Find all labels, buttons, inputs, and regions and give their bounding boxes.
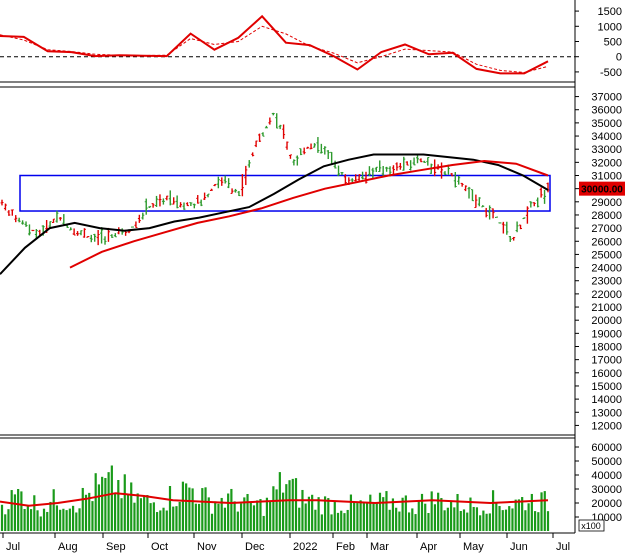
volume-tick-label: 50000 [591, 456, 622, 468]
x-tick-label: 2022 [293, 541, 317, 553]
price-panel [0, 112, 551, 275]
ma-long-line [69, 159, 549, 269]
price-tick-label: 14000 [591, 394, 622, 406]
price-tick-label: 34000 [591, 131, 622, 143]
macd-signal-line [0, 25, 549, 74]
price-tick-label: 15000 [591, 381, 622, 393]
price-tick-label: 13000 [591, 407, 622, 419]
volume-panel [0, 465, 550, 531]
price-tick-label: 22000 [591, 289, 622, 301]
price-tick-label: 29000 [591, 197, 622, 209]
x-axis: Jul Aug Sep Oct Nov Dec 2022 Feb Mar Apr May Jun Jul [2, 533, 570, 553]
macd-tick-label: 500 [604, 37, 622, 49]
price-tick-label: 17000 [591, 355, 622, 367]
price-tick-label: 12000 [591, 420, 622, 432]
price-tick-label: 19000 [591, 328, 622, 340]
price-tick-label: 23000 [591, 276, 622, 288]
price-tick-label: 31000 [591, 171, 622, 183]
price-tick-label: 16000 [591, 368, 622, 380]
price-tick-label: 33000 [591, 144, 622, 156]
x-tick-label: May [463, 541, 484, 553]
x-tick-label: Sep [106, 541, 126, 553]
volume-tick-label: 40000 [591, 470, 622, 482]
last-price-badge [579, 181, 625, 196]
x-tick-label: Dec [245, 541, 265, 553]
x-tick-label: Apr [420, 541, 437, 553]
price-tick-label: 35000 [591, 118, 622, 130]
volume-tick-label: 20000 [591, 498, 622, 510]
x-tick-label: Jul [6, 541, 20, 553]
price-tick-label: 27000 [591, 223, 622, 235]
macd-line [0, 14, 549, 75]
x-tick-label: Jun [510, 541, 528, 553]
price-tick-label: 28000 [591, 210, 622, 222]
x-tick-label: Mar [370, 541, 389, 553]
macd-tick-label: 1500 [598, 6, 622, 18]
price-tick-label: 26000 [591, 236, 622, 248]
macd-tick-label: 1000 [598, 21, 622, 33]
x-tick-label: Aug [58, 541, 78, 553]
volume-unit-label: x100 [581, 521, 601, 531]
x-tick-label: Oct [151, 541, 168, 553]
macd-tick-label: 0 [616, 52, 622, 64]
price-tick-label: 18000 [591, 342, 622, 354]
price-tick-label: 21000 [591, 302, 622, 314]
price-tick-label: 32000 [591, 157, 622, 169]
macd-tick-label: -500 [600, 67, 622, 79]
price-tick-label: 20000 [591, 315, 622, 327]
x-tick-label: Jul [556, 541, 570, 553]
axis-labels: 1500 1000 500 0 -500 370003600035000340003300… [575, 6, 625, 532]
price-tick-label: 24000 [591, 263, 622, 275]
price-tick-label: 37000 [591, 92, 622, 104]
ma-short-line [0, 153, 549, 275]
macd-panel [0, 14, 575, 75]
last-price-label: 30000.00 [581, 185, 623, 196]
volume-ma-line [0, 492, 549, 507]
price-tick-label: 25000 [591, 249, 622, 261]
volume-unit-box [578, 519, 605, 532]
price-tick-label: 36000 [591, 105, 622, 117]
x-tick-label: Nov [197, 541, 217, 553]
x-tick-label: Feb [336, 541, 355, 553]
volume-tick-label: 30000 [591, 484, 622, 496]
channel-box [19, 174, 551, 212]
volume-tick-label: 60000 [591, 442, 622, 454]
